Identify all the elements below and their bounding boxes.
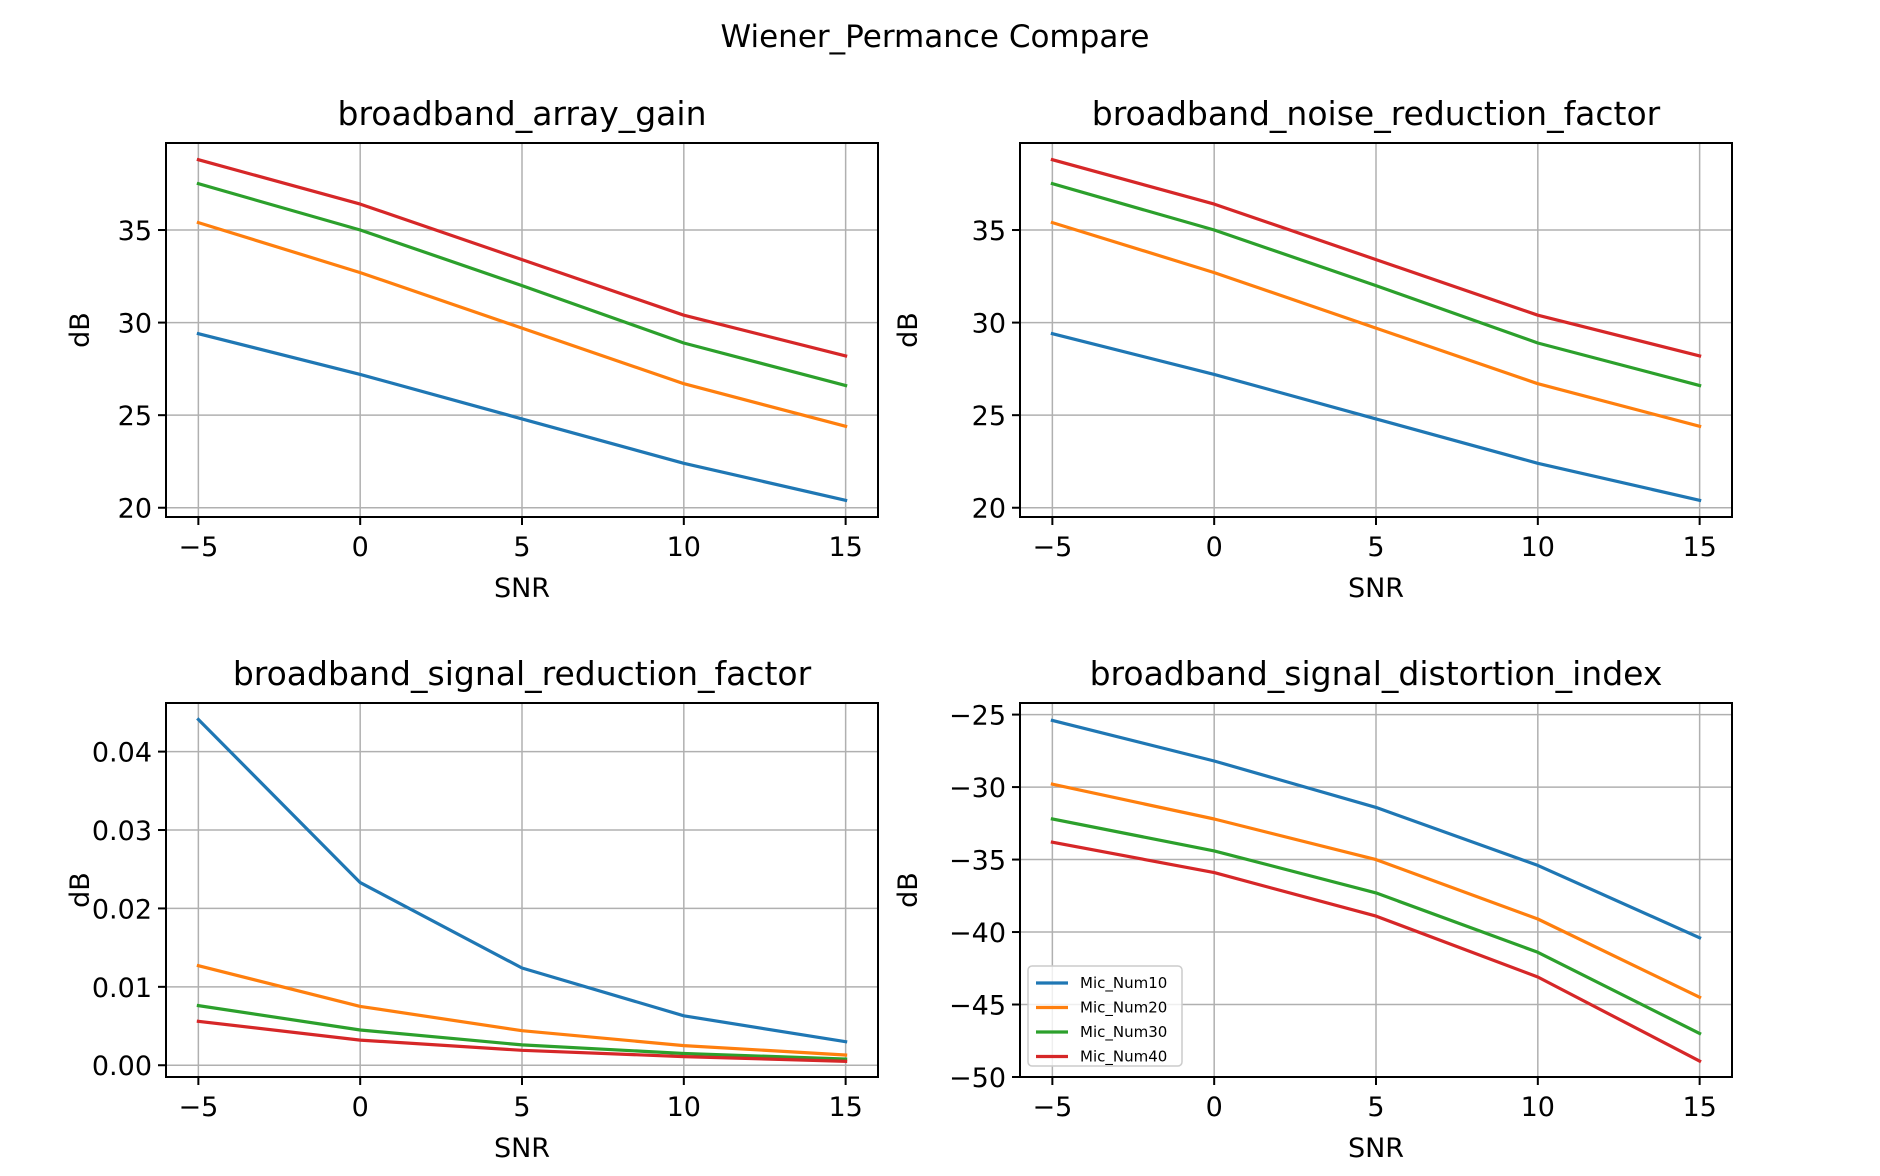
y-tick-label: 25 bbox=[972, 401, 1006, 432]
suptitle: Wiener_Permance Compare bbox=[721, 19, 1150, 55]
series-line-mic-num30 bbox=[1050, 181, 1702, 388]
x-tick-label: −5 bbox=[1032, 1092, 1072, 1123]
series-line-mic-num20 bbox=[196, 220, 848, 429]
legend-label: Mic_Num10 bbox=[1080, 974, 1167, 993]
x-tick-label: 15 bbox=[828, 1092, 862, 1123]
series-line-mic-num30 bbox=[196, 181, 848, 388]
x-tick-label: 0 bbox=[1206, 532, 1223, 563]
subplot-4: −5 0 5 10 15−50−45−40−35−30−25broadband_sign… bbox=[893, 654, 1733, 1164]
legend-label: Mic_Num20 bbox=[1080, 999, 1167, 1018]
x-tick-label: 15 bbox=[1682, 1092, 1716, 1123]
x-tick-label: 5 bbox=[1367, 532, 1384, 563]
x-tick-label: 0 bbox=[1206, 1092, 1223, 1123]
series-line-mic-num20 bbox=[196, 963, 848, 1057]
y-tick-label: 0.00 bbox=[92, 1051, 152, 1082]
y-tick-label: 35 bbox=[118, 216, 152, 247]
series-line-mic-num10 bbox=[1050, 331, 1702, 503]
legend: Mic_Num10 Mic_Num20 Mic_Num30 Mic_Num40 bbox=[1027, 965, 1183, 1067]
y-axis-label: dB bbox=[65, 312, 96, 348]
y-tick-label: −40 bbox=[949, 918, 1006, 949]
subplot-title: broadband_array_gain bbox=[338, 94, 707, 133]
subplot-3: −5 0 5 10 15 0.00 0.01 0.02 0.03 0.04 broadband_si… bbox=[65, 654, 879, 1164]
x-axis-label: SNR bbox=[494, 573, 550, 604]
y-tick-label: 30 bbox=[972, 309, 1006, 340]
series-line-mic-num20 bbox=[1050, 782, 1702, 1000]
legend-box bbox=[1027, 965, 1183, 1067]
y-tick-label: −25 bbox=[949, 701, 1006, 732]
x-axis-label: SNR bbox=[494, 1133, 550, 1164]
x-tick-label: 10 bbox=[1521, 532, 1555, 563]
series-line-mic-num40 bbox=[196, 157, 848, 358]
y-axis-label: dB bbox=[893, 312, 924, 348]
y-axis-label: dB bbox=[65, 872, 96, 908]
legend-label: Mic_Num40 bbox=[1080, 1048, 1167, 1067]
subplot-1: −5 0 5 10 15 20 25 30 35 broadband_array_gain SNR d… bbox=[65, 94, 879, 604]
series-line-mic-num40 bbox=[1050, 157, 1702, 358]
subplot-title: broadband_noise_reduction_factor bbox=[1092, 94, 1661, 133]
y-tick-label: 20 bbox=[972, 494, 1006, 525]
y-tick-label: 0.03 bbox=[92, 816, 152, 847]
y-tick-label: 35 bbox=[972, 216, 1006, 247]
x-tick-label: 10 bbox=[667, 1092, 701, 1123]
x-tick-label: −5 bbox=[178, 1092, 218, 1123]
y-tick-label: 25 bbox=[118, 401, 152, 432]
x-tick-label: 5 bbox=[1367, 1092, 1384, 1123]
series-line-mic-num40 bbox=[1050, 840, 1702, 1064]
series-line-mic-num40 bbox=[196, 1019, 848, 1063]
y-tick-label: −45 bbox=[949, 991, 1006, 1022]
x-tick-label: 0 bbox=[352, 532, 369, 563]
series-line-mic-num30 bbox=[196, 1003, 848, 1061]
subplot-title: broadband_signal_reduction_factor bbox=[233, 654, 812, 693]
x-tick-label: 10 bbox=[667, 532, 701, 563]
series-line-mic-num30 bbox=[1050, 817, 1702, 1036]
x-tick-label: 5 bbox=[513, 1092, 530, 1123]
x-tick-label: 15 bbox=[1682, 532, 1716, 563]
x-tick-label: −5 bbox=[1032, 532, 1072, 563]
legend-label: Mic_Num30 bbox=[1080, 1023, 1167, 1042]
x-tick-label: 15 bbox=[828, 532, 862, 563]
y-tick-label: 30 bbox=[118, 309, 152, 340]
subplot-title: broadband_signal_distortion_index bbox=[1090, 654, 1663, 693]
x-axis-label: SNR bbox=[1348, 573, 1404, 604]
x-tick-label: 0 bbox=[352, 1092, 369, 1123]
y-tick-label: 0.02 bbox=[92, 894, 152, 925]
y-tick-label: 0.04 bbox=[92, 738, 152, 769]
y-tick-label: 20 bbox=[118, 494, 152, 525]
series-line-mic-num20 bbox=[1050, 220, 1702, 429]
subplot-2: −5 0 5 10 15 20 25 30 35 broadband_noise_reductio… bbox=[893, 94, 1733, 604]
series-line-mic-num10 bbox=[196, 331, 848, 503]
y-tick-label: 0.01 bbox=[92, 973, 152, 1004]
x-tick-label: 10 bbox=[1521, 1092, 1555, 1123]
x-axis-label: SNR bbox=[1348, 1133, 1404, 1164]
series-line-mic-num10 bbox=[196, 717, 848, 1044]
y-tick-label: −50 bbox=[949, 1063, 1006, 1094]
x-tick-label: −5 bbox=[178, 532, 218, 563]
y-tick-label: −30 bbox=[949, 773, 1006, 804]
series-line-mic-num10 bbox=[1050, 718, 1702, 940]
y-tick-label: −35 bbox=[949, 846, 1006, 877]
x-tick-label: 5 bbox=[513, 532, 530, 563]
y-axis-label: dB bbox=[893, 872, 924, 908]
